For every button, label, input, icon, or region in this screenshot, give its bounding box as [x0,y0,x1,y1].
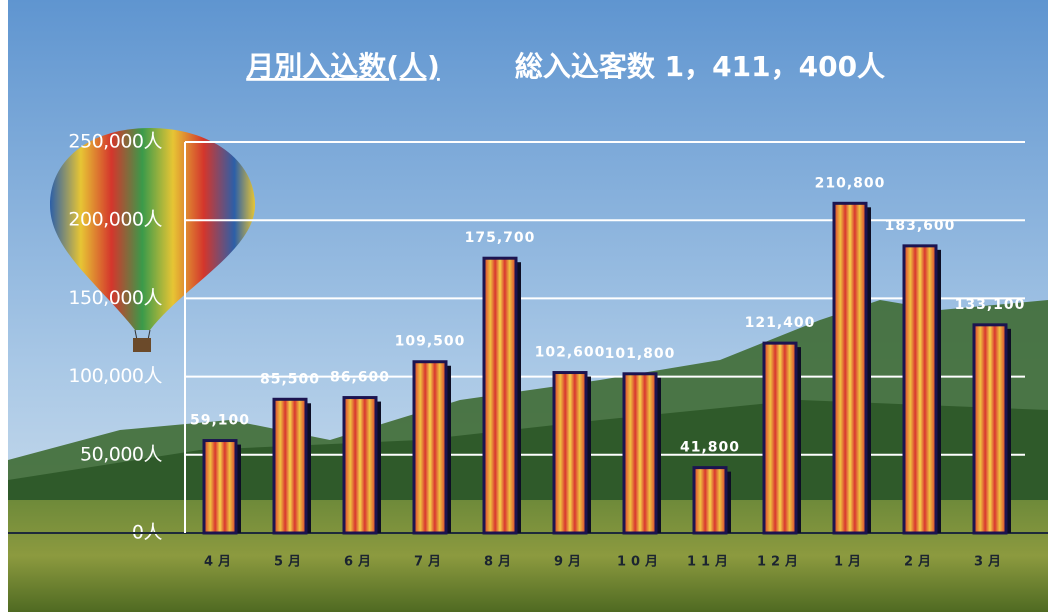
bar [412,360,448,535]
value-label: 101,800 [605,346,676,362]
x-tick-label: 10月 [617,555,663,570]
x-tick-label: 3月 [974,555,1006,570]
x-tick-label: 5月 [274,555,306,570]
x-tick-label: 2月 [904,555,936,570]
bar [552,371,588,535]
x-tick-label: 11月 [687,555,733,570]
bar [342,396,378,535]
value-label: 102,600 [535,345,606,361]
value-label: 210,800 [815,175,886,191]
balloon [50,128,255,352]
value-label: 133,100 [955,297,1026,313]
chart-title: 月別入込数(人) [245,50,440,83]
y-tick-label: 250,000人 [68,131,162,153]
x-tick-label: 9月 [554,555,586,570]
value-label: 183,600 [885,218,956,234]
bar [482,256,518,535]
x-tick-label: 6月 [344,555,376,570]
value-label: 85,500 [260,371,320,387]
value-label: 86,600 [330,370,390,386]
bar [272,397,308,535]
plot: 0人50,000人100,000人150,000人200,000人250,000… [8,131,1048,570]
y-tick-label: 100,000人 [68,365,162,387]
bar [622,372,658,535]
x-tick-label: 4月 [204,555,236,570]
value-label: 109,500 [395,334,466,350]
y-tick-label: 50,000人 [80,443,162,465]
bar [692,466,728,535]
x-tick-label: 12月 [757,555,803,570]
value-label: 121,400 [745,315,816,331]
value-label: 175,700 [465,230,536,246]
value-label: 41,800 [680,440,740,456]
x-tick-label: 8月 [484,555,516,570]
field [8,500,1048,612]
x-tick-label: 1月 [834,555,866,570]
bar [902,244,938,535]
bar [202,439,238,535]
x-tick-label: 7月 [414,555,446,570]
y-tick-label: 200,000人 [68,209,162,231]
y-tick-label: 150,000人 [68,287,162,309]
chart-subtitle: 総入込客数 1，411，400人 [515,50,885,83]
value-label: 59,100 [190,413,250,429]
bar [832,201,868,535]
bar [762,341,798,535]
bar [972,323,1008,535]
